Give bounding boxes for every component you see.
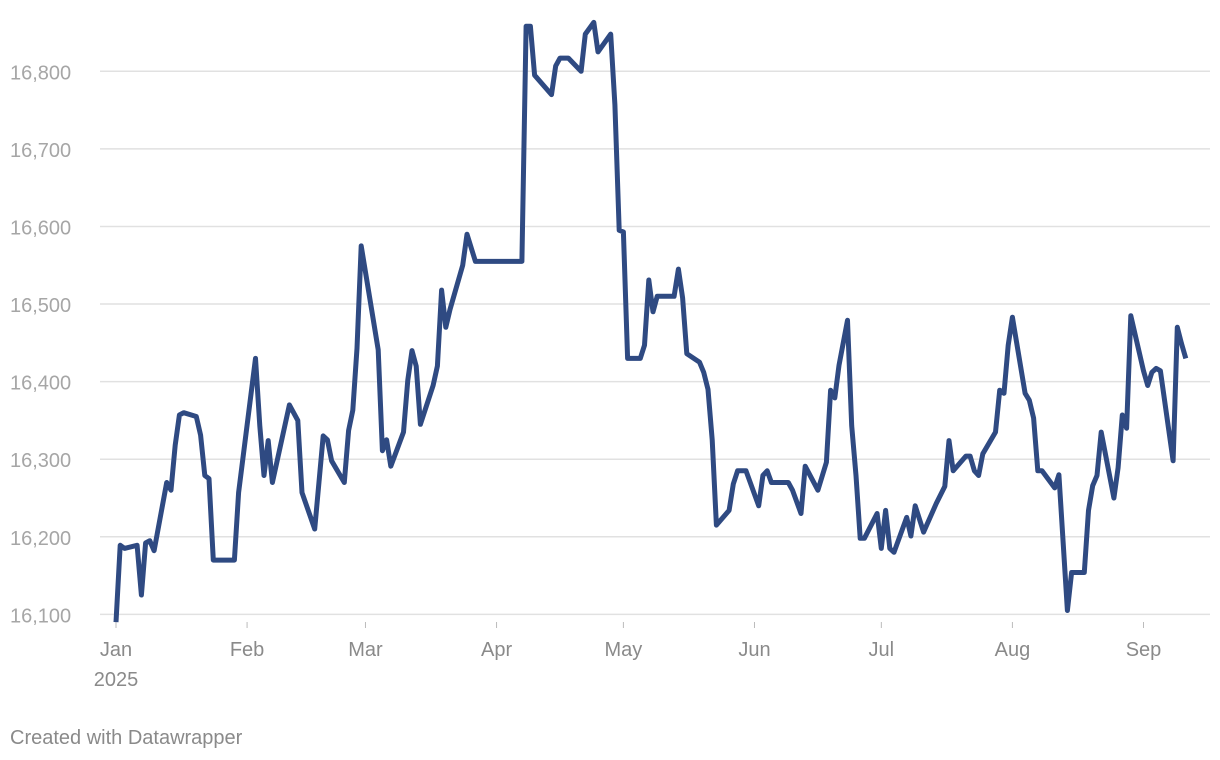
y-tick-label: 16,200 xyxy=(10,528,71,550)
y-tick-label: 16,400 xyxy=(10,373,71,395)
x-tick-label: Apr xyxy=(481,639,512,661)
x-tick-label: Sep xyxy=(1126,639,1162,661)
y-tick-label: 16,300 xyxy=(10,450,71,472)
y-tick-label: 16,100 xyxy=(10,605,71,627)
y-tick-label: 16,700 xyxy=(10,140,71,162)
price-line xyxy=(113,19,1189,623)
x-tick-label: Mar xyxy=(348,639,383,661)
x-tick-label: Jun xyxy=(738,639,770,661)
x-tick-label: Jul xyxy=(869,639,895,661)
x-tick-label: May xyxy=(605,639,643,661)
year-label: 2025 xyxy=(94,669,139,691)
x-tick-label: Feb xyxy=(230,639,264,661)
x-tick-label: Aug xyxy=(995,639,1031,661)
footer: Created with Datawrapper xyxy=(10,727,243,749)
y-tick-label: 16,600 xyxy=(10,217,71,239)
y-tick-label: 16,800 xyxy=(10,62,71,84)
y-tick-label: 16,500 xyxy=(10,295,71,317)
x-tick-label: Jan xyxy=(100,639,132,661)
